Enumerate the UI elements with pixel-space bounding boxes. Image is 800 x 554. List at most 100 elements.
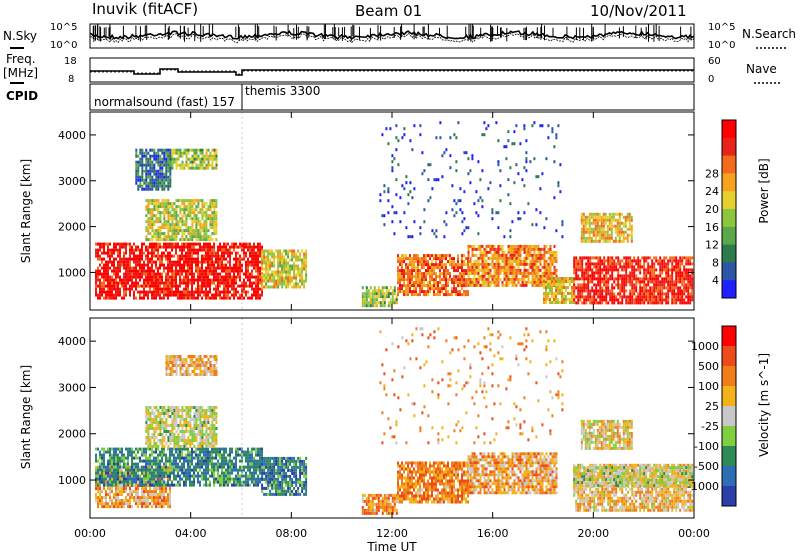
power-cell xyxy=(243,242,245,246)
velocity-cell xyxy=(111,490,113,494)
power-cell xyxy=(159,172,162,176)
power-cell xyxy=(495,247,498,251)
power-cell xyxy=(225,266,227,270)
power-cell xyxy=(609,265,612,269)
power-cell xyxy=(653,277,656,281)
velocity-cell xyxy=(115,496,117,500)
power-cell xyxy=(151,163,154,167)
power-cell xyxy=(509,253,512,257)
power-cell xyxy=(533,259,536,263)
power-cell xyxy=(547,283,549,286)
power-cell xyxy=(675,262,678,266)
power-cell xyxy=(291,252,294,256)
power-cell xyxy=(149,166,152,170)
power-cell xyxy=(171,229,174,233)
power-cell xyxy=(441,175,444,179)
power-cell xyxy=(221,260,223,264)
power-cell xyxy=(605,292,608,296)
power-cell xyxy=(687,256,690,260)
power-cell xyxy=(593,298,596,302)
power-cell xyxy=(377,289,380,293)
power-cell xyxy=(639,289,642,293)
power-cell xyxy=(181,257,183,261)
power-cell xyxy=(527,253,530,257)
power-cell xyxy=(287,279,290,283)
power-cell xyxy=(573,289,576,293)
power-cell xyxy=(461,254,463,258)
power-cell xyxy=(485,247,488,251)
power-cell xyxy=(599,289,602,293)
power-cell xyxy=(261,261,264,265)
power-cell xyxy=(209,284,211,288)
power-cell xyxy=(273,255,276,259)
power-cell xyxy=(167,202,170,206)
power-cell xyxy=(685,286,688,290)
power-cell xyxy=(179,245,181,249)
power-cell xyxy=(435,254,437,258)
power-cell xyxy=(637,280,640,284)
power-cell xyxy=(197,257,199,261)
power-cell xyxy=(471,247,474,251)
power-cell xyxy=(387,289,390,293)
power-cell xyxy=(235,245,237,249)
power-cell xyxy=(371,301,374,305)
power-cell xyxy=(115,296,117,300)
power-cell xyxy=(399,287,401,291)
power-cell xyxy=(229,245,231,249)
power-cell xyxy=(179,254,181,258)
power-cell xyxy=(639,286,642,290)
power-cell xyxy=(607,268,610,272)
power-cell xyxy=(247,284,249,288)
power-cell xyxy=(403,211,406,215)
power-cell xyxy=(129,263,131,267)
power-cell xyxy=(177,151,180,155)
power-cell xyxy=(505,283,508,287)
power-cell xyxy=(259,251,261,255)
power-cell xyxy=(163,287,165,291)
power-cell xyxy=(471,253,474,257)
power-cell xyxy=(143,284,145,288)
power-cell xyxy=(629,295,632,299)
velocity-cell xyxy=(99,496,101,500)
power-cell xyxy=(515,244,518,248)
velocity-cell xyxy=(119,469,121,473)
power-cell xyxy=(609,298,612,302)
power-cell xyxy=(257,245,259,249)
power-cell xyxy=(515,253,518,257)
power-cell xyxy=(397,260,399,264)
power-cell xyxy=(137,257,139,261)
power-cell xyxy=(641,256,644,260)
power-cell xyxy=(155,278,157,282)
power-cell xyxy=(153,151,156,155)
power-cell xyxy=(169,178,172,182)
power-cell xyxy=(375,301,378,305)
power-cell xyxy=(165,242,167,246)
power-cell xyxy=(551,259,554,263)
power-cell xyxy=(187,211,190,215)
power-cell xyxy=(451,281,453,285)
power-cell xyxy=(171,242,173,246)
power-cell xyxy=(97,284,99,288)
power-cell xyxy=(527,202,530,206)
power-cell xyxy=(153,254,155,258)
power-cell xyxy=(423,278,425,282)
velocity-cell xyxy=(113,496,115,500)
power-cell xyxy=(225,251,227,255)
power-cell xyxy=(621,289,624,293)
power-cell xyxy=(451,293,453,297)
power-cell xyxy=(209,214,212,218)
power-cell xyxy=(197,154,200,158)
power-cell xyxy=(251,293,253,297)
power-cell xyxy=(586,221,589,225)
power-cell xyxy=(209,296,211,300)
power-cell xyxy=(669,280,672,284)
power-cell xyxy=(161,211,164,215)
power-cell xyxy=(215,257,217,261)
power-cell xyxy=(139,272,141,276)
power-cell xyxy=(281,270,284,274)
power-cell xyxy=(211,211,214,215)
power-cell xyxy=(185,238,188,242)
power-cell xyxy=(633,298,636,302)
power-cell xyxy=(661,280,664,284)
power-cell xyxy=(663,262,666,266)
